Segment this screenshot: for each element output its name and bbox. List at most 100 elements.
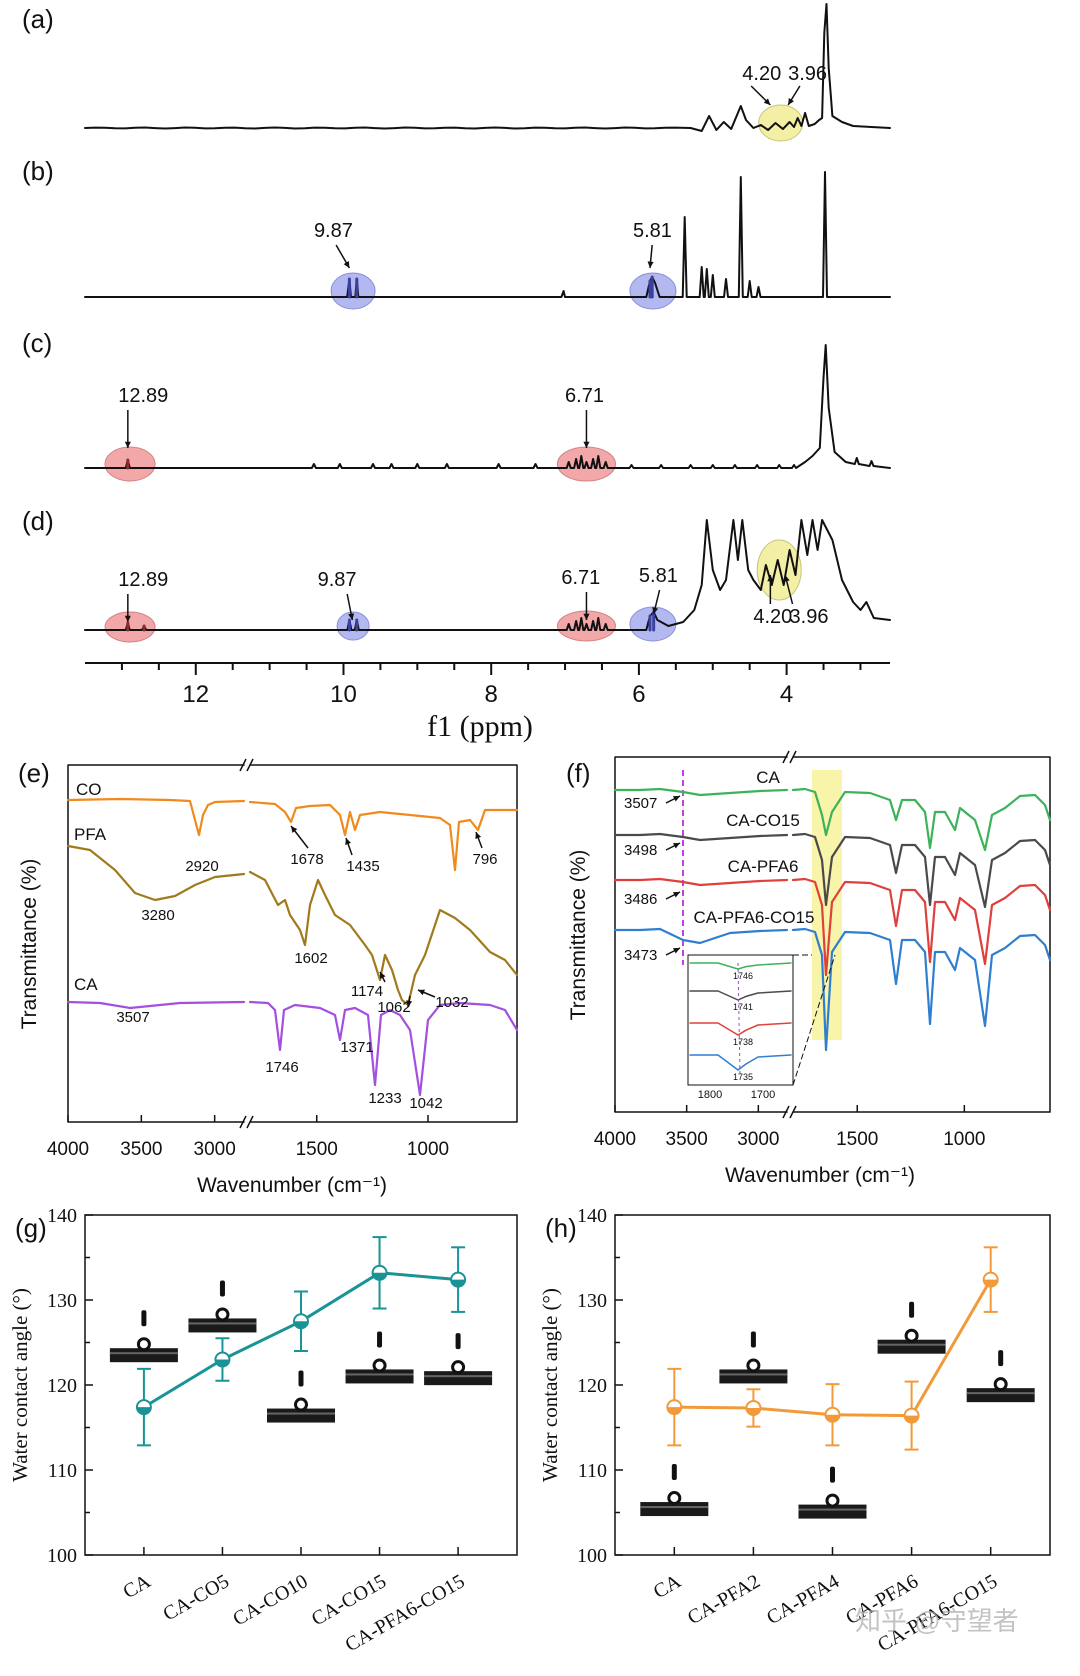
panel-label-e: (e) <box>18 758 50 788</box>
ftir-f-x-axis-label: Wavenumber (cm⁻¹) <box>725 1164 915 1187</box>
ftir-e-peak-label: 3280 <box>141 907 174 924</box>
inset-dashed-marker <box>737 962 741 1076</box>
ftir-e-peak-label: 1435 <box>346 858 379 875</box>
wca-h-droplet <box>993 1377 1008 1392</box>
peak-label-b-581: 5.81 <box>633 220 672 242</box>
wca-h-point-half <box>983 1279 998 1287</box>
wca-h-droplet-reflection <box>877 1343 946 1346</box>
ftir-e-peak-label: 1602 <box>294 950 327 967</box>
wca-g-droplet-substrate <box>345 1369 414 1384</box>
wca-g-droplet <box>136 1337 151 1352</box>
peak-mark-blue <box>347 277 359 299</box>
inset-peak-label: 1741 <box>733 1002 753 1012</box>
arrow-d-671-head <box>583 613 590 620</box>
wca-g-panel-label: (g) <box>15 1213 47 1243</box>
wca-g-y-tick-label: 130 <box>47 1290 77 1312</box>
inset-peak-label: 1746 <box>733 971 753 981</box>
wca-h-point-half <box>746 1407 761 1415</box>
wca-g-point-half <box>215 1359 230 1367</box>
axis-break-mark <box>782 750 790 764</box>
watermark: 知乎 @守望者 <box>855 1606 1019 1636</box>
wca-g-y-axis-label: Water contact angle (°) <box>8 1288 32 1482</box>
nmr-x-tick-label: 6 <box>632 681 645 708</box>
peak-label-d-396: 3.96 <box>790 606 829 628</box>
wca-h-point-half <box>825 1414 840 1422</box>
axis-break-mark <box>239 758 247 772</box>
ftir-f-series-1-b <box>791 832 1052 909</box>
arrow-d-396-head <box>783 575 790 582</box>
wca-g-needle <box>455 1333 461 1350</box>
wca-g-x-tick-label: CA-CO10 <box>229 1570 311 1630</box>
wca-h-point-half <box>667 1407 682 1415</box>
nmr-spectrum-a <box>84 3 891 132</box>
arrow-c-1289-head <box>124 441 131 448</box>
ftir-f-x-tick-label: 1000 <box>943 1129 985 1150</box>
wca-h-droplet-reflection <box>719 1373 788 1376</box>
inset-x-tick-label: 1800 <box>698 1089 722 1101</box>
series-label-pfa: PFA <box>74 825 107 844</box>
axis-break-mark <box>789 750 797 764</box>
highlight-ellipse-blue <box>336 611 370 641</box>
wca-g-droplet <box>372 1358 387 1373</box>
arrow-f-oh-head <box>673 892 680 898</box>
arrow-d-581-head <box>652 607 659 614</box>
ftir-f-oh-label: 3473 <box>624 947 657 964</box>
ftir-e-series-co-b <box>248 800 519 872</box>
ftir-f-series-3-a <box>613 927 789 945</box>
wca-h-needle <box>830 1466 835 1483</box>
panel-label-f: (f) <box>566 758 591 788</box>
ftir-f-oh-label: 3507 <box>624 795 657 812</box>
wca-g-droplet-reflection <box>267 1412 335 1415</box>
series-label-ca-co15: CA-CO15 <box>726 811 800 830</box>
peak-label-d-420: 4.20 <box>753 606 792 628</box>
nmr-spectrum-c <box>84 344 891 469</box>
arrow-f-oh-head <box>673 948 680 954</box>
wca-g-x-tick-label: CA <box>119 1570 155 1603</box>
wca-g-point-half <box>294 1321 308 1329</box>
wca-g-point-half <box>136 1407 151 1415</box>
peak-mark-blue <box>648 610 656 632</box>
nmr-x-tick-label: 8 <box>485 681 498 708</box>
ftir-e-series-pfa-a <box>66 844 246 902</box>
arrow-e-796-head <box>475 832 482 839</box>
ftir-f-x-tick-label: 3000 <box>737 1129 779 1150</box>
wca-g-droplet-substrate <box>109 1348 178 1363</box>
axis-break-mark <box>246 758 254 772</box>
wca-h-y-tick-label: 130 <box>577 1290 607 1312</box>
wca-h-needle <box>998 1350 1004 1367</box>
arrow-a-396-head <box>788 98 794 105</box>
ftir-f-series-3-b <box>791 927 1052 1052</box>
wca-h-droplet-reflection <box>798 1508 867 1511</box>
nmr-x-tick-label: 4 <box>780 681 793 708</box>
wca-h-droplet <box>746 1358 761 1373</box>
wca-h-y-axis-label: Water contact angle (°) <box>538 1288 562 1482</box>
panel-label-d: (d) <box>22 506 54 536</box>
ftir-e-peak-label: 2920 <box>185 858 218 875</box>
wca-h-x-tick-label: CA-PFA4 <box>763 1570 843 1629</box>
ftir-e-series-co-a <box>66 797 246 837</box>
wca-h-droplet-substrate <box>877 1339 946 1354</box>
peak-label-a-396: 3.96 <box>788 63 827 85</box>
wca-h-needle <box>750 1331 756 1348</box>
panel-label-c: (c) <box>22 328 52 358</box>
ftir-e-x-axis-label: Wavenumber (cm⁻¹) <box>197 1174 387 1197</box>
series-label-ca: CA <box>74 975 98 994</box>
wca-h-y-tick-label: 100 <box>577 1545 607 1567</box>
ftir-e-peak-label: 1678 <box>290 851 323 868</box>
wca-g-droplet <box>451 1360 466 1375</box>
ftir-f-oh-label: 3498 <box>624 842 657 859</box>
arrow-d-1289-head <box>124 615 131 622</box>
ftir-f-series-0-a <box>613 787 789 797</box>
axis-break-mark <box>789 1105 797 1119</box>
ftir-f-series-0-b <box>791 787 1052 852</box>
arrow-e-1678-head <box>291 826 298 833</box>
wca-g-droplet-substrate <box>267 1408 335 1423</box>
wca-h-droplet-substrate <box>719 1369 788 1384</box>
arrow-c-671-head <box>583 441 590 448</box>
inset-series-0 <box>689 962 792 970</box>
ftir-f-series-2-a <box>613 877 789 887</box>
arrow-d-987-head <box>348 613 355 620</box>
wca-g-point-half <box>451 1279 466 1287</box>
ftir-e-peak-label: 1062 <box>377 999 410 1016</box>
wca-g-droplet-substrate <box>188 1318 257 1333</box>
